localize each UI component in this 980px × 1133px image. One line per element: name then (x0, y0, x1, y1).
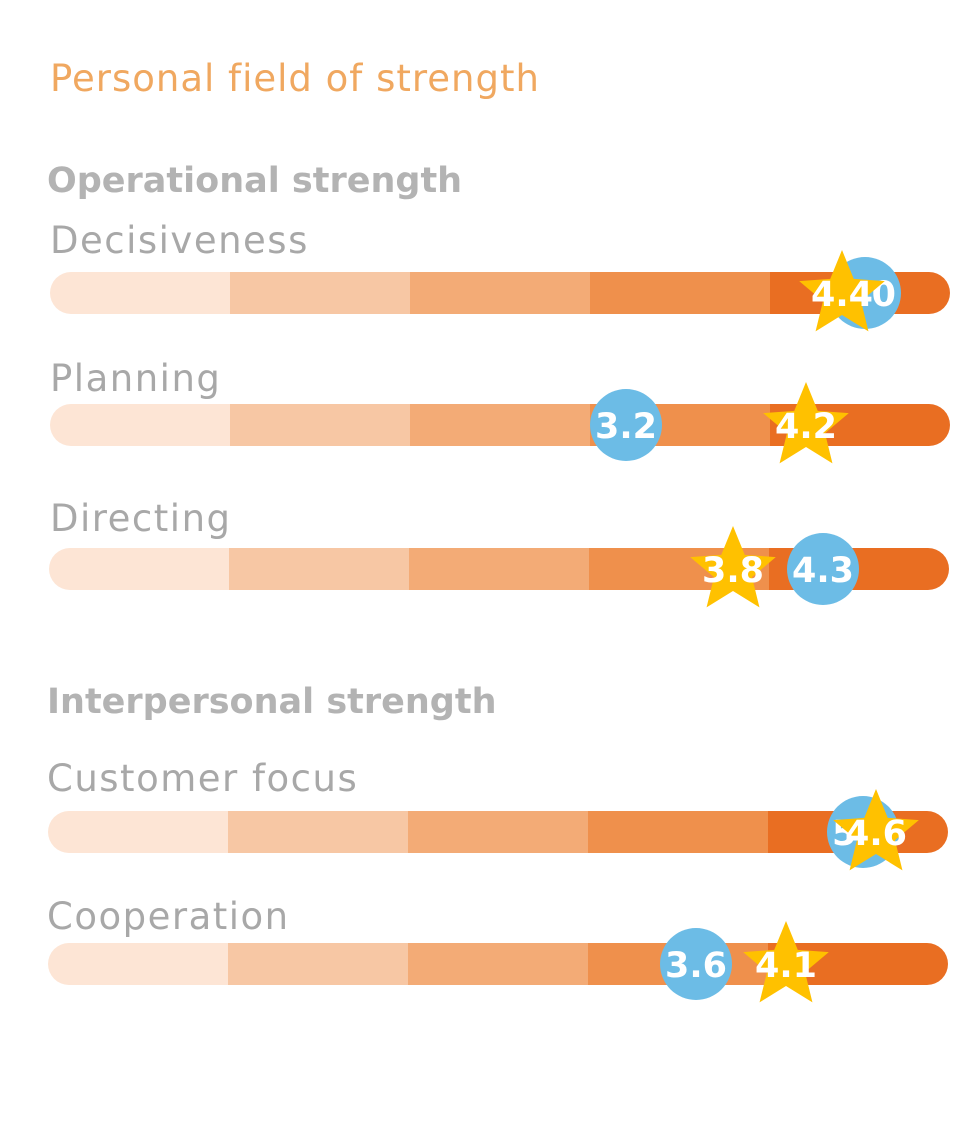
row-track-directing: 4.3 3.8 (49, 526, 949, 608)
track-band-1 (48, 943, 229, 985)
track-band-2 (229, 548, 410, 590)
star-value-label: 4.4 (811, 275, 873, 315)
star-value-label: 4.6 (845, 814, 907, 854)
section-title-interpersonal: Interpersonal strength (47, 682, 497, 722)
star-value-label: 4.2 (775, 407, 837, 447)
row-label-planning: Planning (50, 357, 221, 400)
star-value-label: 4.1 (755, 946, 817, 986)
track-band-2 (230, 272, 411, 314)
row-track-customer-focus: 5.04.6 (48, 789, 948, 871)
row-label-directing: Directing (50, 497, 232, 540)
track-band-3 (410, 404, 591, 446)
circle-marker (787, 533, 859, 605)
track-band-2 (230, 404, 411, 446)
row-track-decisiveness: 5.04.4 (50, 250, 950, 332)
row-track-cooperation: 3.6 4.1 (48, 921, 948, 1003)
star-value-label: 3.8 (702, 551, 764, 591)
circle-value-label: 3.2 (595, 407, 657, 447)
circle-value-label: 3.6 (665, 946, 727, 986)
star-marker (743, 921, 829, 1003)
track-band-3 (408, 943, 589, 985)
row-label-decisiveness: Decisiveness (50, 219, 309, 262)
row-label-customer-focus: Customer focus (47, 757, 358, 800)
track-band-3 (409, 548, 590, 590)
circle-marker (660, 928, 732, 1000)
chart-title: Personal field of strength (50, 57, 540, 100)
circle-marker (590, 389, 662, 461)
circle-value-label: 4.3 (792, 551, 854, 591)
track-bands (48, 811, 948, 853)
star-marker (690, 526, 776, 608)
track-band-2 (228, 811, 409, 853)
track-band-1 (50, 272, 231, 314)
section-title-operational: Operational strength (47, 161, 462, 201)
track-band-4 (588, 811, 769, 853)
row-label-cooperation: Cooperation (47, 895, 290, 938)
star-marker (763, 382, 849, 464)
track-band-1 (49, 548, 230, 590)
track-band-3 (410, 272, 591, 314)
track-band-3 (408, 811, 589, 853)
track-band-4 (590, 272, 771, 314)
star-marker (833, 789, 919, 871)
track-band-1 (48, 811, 229, 853)
track-band-1 (50, 404, 231, 446)
row-track-planning: 3.2 4.2 (50, 382, 950, 464)
track-band-2 (228, 943, 409, 985)
star-marker (799, 250, 885, 332)
